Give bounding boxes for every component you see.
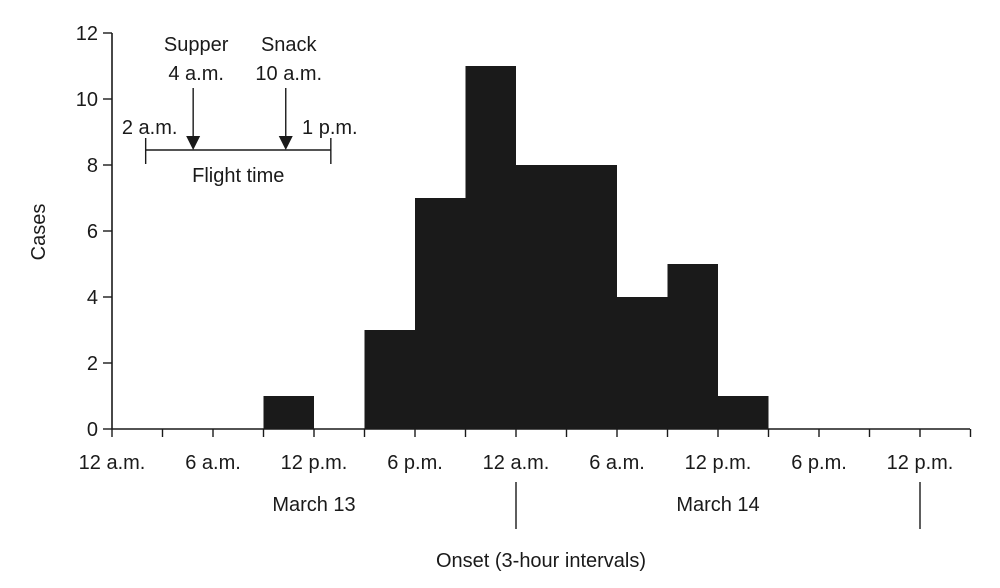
meal-time-0: 4 a.m. xyxy=(168,63,224,85)
bar-5 xyxy=(566,165,617,429)
y-axis-title: Cases xyxy=(28,204,50,261)
x-tick-label-4: 12 a.m. xyxy=(483,452,550,474)
y-tick-label-5: 10 xyxy=(76,89,98,111)
y-tick-label-6: 12 xyxy=(76,23,98,45)
flight-end-label: 1 p.m. xyxy=(302,117,358,139)
y-tick-label-0: 0 xyxy=(87,419,98,441)
y-tick-label-4: 8 xyxy=(87,155,98,177)
flight-time-label: Flight time xyxy=(192,165,284,187)
meal-label-0: Supper xyxy=(164,34,229,56)
x-tick-label-2: 12 p.m. xyxy=(281,452,348,474)
x-tick-label-3: 6 p.m. xyxy=(387,452,443,474)
bar-4 xyxy=(516,165,567,429)
bar-3 xyxy=(465,66,516,429)
bar-8 xyxy=(718,396,769,429)
y-tick-label-3: 6 xyxy=(87,221,98,243)
flight-start-label: 2 a.m. xyxy=(122,117,178,139)
x-tick-label-8: 12 p.m. xyxy=(887,452,954,474)
x-tick-label-6: 12 p.m. xyxy=(685,452,752,474)
x-tick-label-5: 6 a.m. xyxy=(589,452,645,474)
meal-label-1: Snack xyxy=(261,34,318,56)
meal-arrowhead-0 xyxy=(186,136,201,150)
bars-group xyxy=(263,66,769,429)
flight-annotation: 2 a.m. 1 p.m. Flight time Supper 4 a.m. Snack… xyxy=(122,34,358,187)
y-tick-label-1: 2 xyxy=(87,353,98,375)
x-axis-title: Onset (3-hour intervals) xyxy=(436,550,646,572)
bar-6 xyxy=(617,297,668,429)
meal-arrowhead-1 xyxy=(278,136,293,150)
x-ticks-group: 12 a.m. 6 a.m. 12 p.m. 6 p.m. 12 a.m. 6 a.m. 1… xyxy=(79,429,972,474)
meal-time-1: 10 a.m. xyxy=(255,63,322,85)
bar-0 xyxy=(263,396,314,429)
x-tick-label-0: 12 a.m. xyxy=(79,452,146,474)
date-label-0: March 13 xyxy=(272,494,355,516)
bar-1 xyxy=(364,330,415,429)
bar-7 xyxy=(667,264,718,429)
date-label-1: March 14 xyxy=(676,494,759,516)
bar-2 xyxy=(415,198,466,429)
x-tick-label-1: 6 a.m. xyxy=(185,452,241,474)
date-group: March 13 March 14 xyxy=(272,482,921,529)
x-tick-label-7: 6 p.m. xyxy=(791,452,847,474)
y-ticks-group: 0 2 4 6 8 10 12 xyxy=(76,23,112,441)
y-tick-label-2: 4 xyxy=(87,287,98,309)
